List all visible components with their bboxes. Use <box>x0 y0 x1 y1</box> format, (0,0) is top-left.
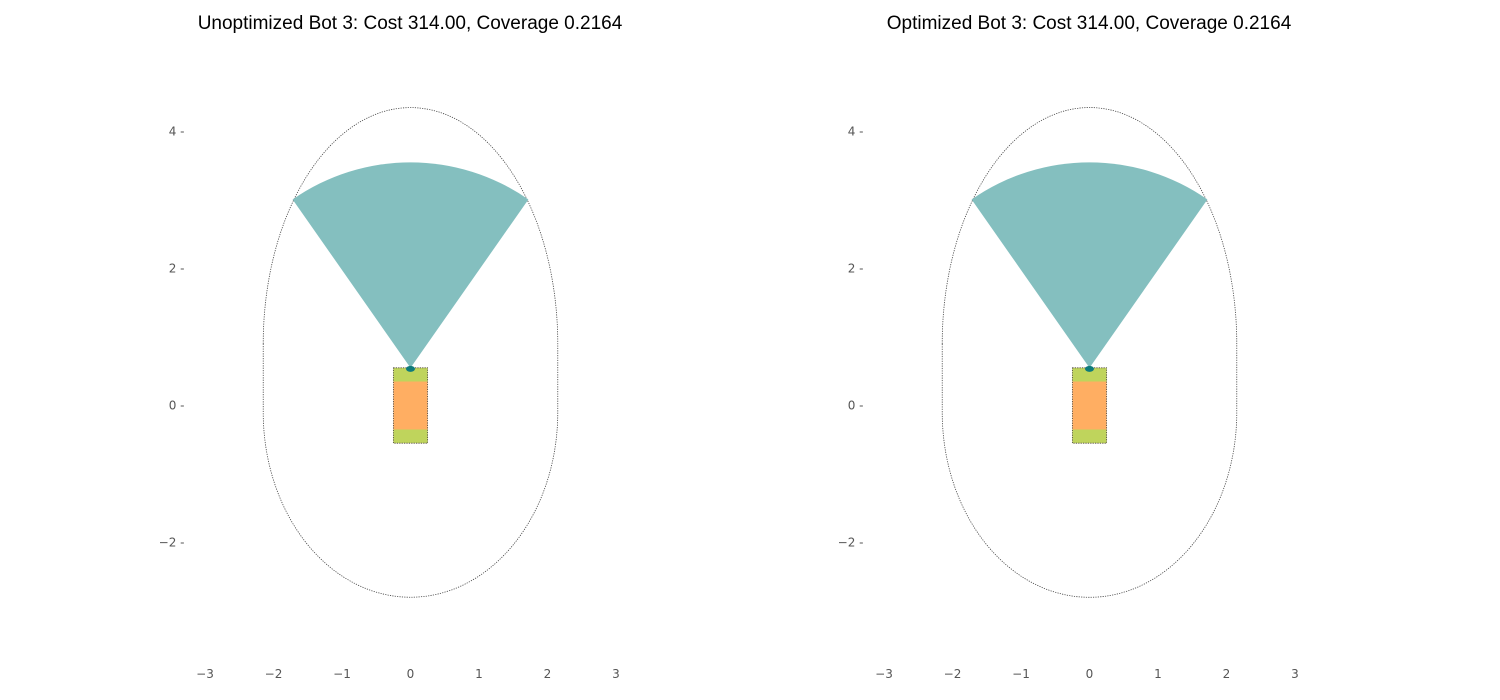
x-axis-ticks: −3 −2 −1 0 1 2 3 <box>875 667 1299 681</box>
y-tick-label: 2 - <box>169 262 185 276</box>
robot-wheel-1 <box>393 429 428 444</box>
y-tick-label: −2 - <box>159 536 185 550</box>
x-tick-label: 2 <box>544 667 552 681</box>
sensor-marker <box>1085 365 1094 372</box>
robot-wheel-0 <box>393 367 428 382</box>
robot-wheel-1 <box>1072 429 1107 444</box>
plot-marks <box>941 107 1238 598</box>
y-tick-label: 0 - <box>848 399 864 413</box>
plot-title: Unoptimized Bot 3: Cost 314.00, Coverage… <box>198 13 623 34</box>
x-axis-ticks: −3 −2 −1 0 1 2 3 <box>196 667 620 681</box>
plot-unoptimized: Unoptimized Bot 3: Cost 314.00, Coverage… <box>159 13 623 681</box>
x-tick-label: 1 <box>1154 667 1162 681</box>
sensor-fov-wedge <box>971 162 1208 368</box>
x-tick-label: −3 <box>196 667 214 681</box>
x-tick-label: 1 <box>475 667 483 681</box>
y-axis-ticks: −2 - 0 - 2 - 4 - <box>838 125 864 550</box>
x-tick-label: −1 <box>1012 667 1030 681</box>
sensor-fov-wedge <box>292 162 529 368</box>
x-tick-label: 0 <box>1086 667 1094 681</box>
robot-wheel-0 <box>1072 367 1107 382</box>
plot-marks <box>262 107 559 598</box>
x-tick-label: 0 <box>407 667 415 681</box>
y-axis-ticks: −2 - 0 - 2 - 4 - <box>159 125 185 550</box>
plot-title: Optimized Bot 3: Cost 314.00, Coverage 0… <box>887 13 1292 34</box>
x-tick-label: −3 <box>875 667 893 681</box>
workspace-boundary <box>941 107 1238 598</box>
y-tick-label: 2 - <box>848 262 864 276</box>
y-tick-label: 0 - <box>169 399 185 413</box>
x-tick-label: 3 <box>612 667 620 681</box>
y-tick-label: 4 - <box>169 125 185 139</box>
sensor-marker <box>406 365 415 372</box>
workspace-boundary <box>262 107 559 598</box>
x-tick-label: 3 <box>1291 667 1299 681</box>
x-tick-label: −2 <box>944 667 962 681</box>
y-tick-label: −2 - <box>838 536 864 550</box>
x-tick-label: 2 <box>1223 667 1231 681</box>
plot-optimized: Optimized Bot 3: Cost 314.00, Coverage 0… <box>838 13 1299 681</box>
x-tick-label: −2 <box>265 667 283 681</box>
y-tick-label: 4 - <box>848 125 864 139</box>
x-tick-label: −1 <box>333 667 351 681</box>
